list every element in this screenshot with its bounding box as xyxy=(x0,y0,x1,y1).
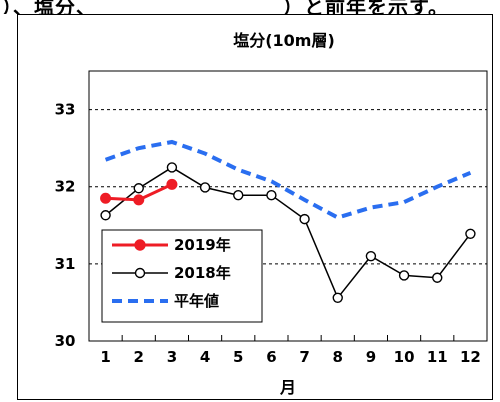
series-0 xyxy=(100,178,178,206)
x-tick-label-3: 4 xyxy=(200,348,210,366)
x-tick-label-4: 5 xyxy=(233,348,243,366)
x-axis-title: 月 xyxy=(279,378,296,397)
x-tick-label-0: 1 xyxy=(100,348,110,366)
legend-marker-0 xyxy=(134,239,146,251)
series-line-1 xyxy=(105,166,472,300)
series-0-point-2 xyxy=(166,178,178,190)
y-tick-label-3: 33 xyxy=(55,101,76,119)
series-1-point-6 xyxy=(299,213,310,225)
series-line-2 xyxy=(104,139,472,220)
x-tick-label-5: 6 xyxy=(266,348,276,366)
x-tick-label-1: 2 xyxy=(134,348,144,366)
x-axis-labels: 1 2 3 4 5 6 7 8 9 10 11 12 xyxy=(100,348,480,366)
series-1-point-0 xyxy=(100,210,111,221)
series-0-point-0 xyxy=(100,192,112,204)
series-1-point-8 xyxy=(365,250,377,262)
series-1-point-5 xyxy=(266,189,277,201)
legend-label-1: 2018年 xyxy=(174,264,231,282)
chart-title: 塩分(10m層) xyxy=(233,31,335,50)
legend-marker-1 xyxy=(134,267,146,279)
series-0-point-1 xyxy=(133,194,145,206)
y-axis-labels: 30 31 32 33 xyxy=(55,101,76,350)
series-1-point-10 xyxy=(432,272,443,283)
series-1-point-2 xyxy=(166,162,178,173)
y-tick-label-1: 31 xyxy=(55,255,76,273)
series-2 xyxy=(104,139,472,220)
series-1 xyxy=(100,162,476,303)
x-tick-label-6: 7 xyxy=(299,348,309,366)
legend-label-2: 平年値 xyxy=(174,292,219,310)
y-tick-label-2: 32 xyxy=(55,178,76,196)
series-1-point-4 xyxy=(233,189,244,201)
legend-label-0: 2019年 xyxy=(174,236,231,254)
header-text-left: ）、塩分、 xyxy=(2,0,97,14)
x-tick-label-2: 3 xyxy=(167,348,177,366)
x-tick-label-11: 12 xyxy=(460,348,481,366)
x-tick-label-8: 9 xyxy=(366,348,376,366)
series-1-point-11 xyxy=(465,228,476,239)
series-1-point-3 xyxy=(199,182,211,193)
y-tick-label-0: 30 xyxy=(55,332,76,350)
x-tick-label-10: 11 xyxy=(427,348,448,366)
header-text-right: ）と前年を示す。 xyxy=(283,0,449,14)
series-layer xyxy=(100,139,476,303)
x-axis-ticks xyxy=(121,335,455,341)
series-1-point-1 xyxy=(133,183,144,194)
header-text-fragment: ）、塩分、 ）と前年を示す。 xyxy=(0,0,500,14)
series-1-point-9 xyxy=(398,270,410,281)
x-tick-label-7: 8 xyxy=(333,348,343,366)
x-tick-label-9: 10 xyxy=(394,348,415,366)
series-1-point-7 xyxy=(332,292,343,303)
